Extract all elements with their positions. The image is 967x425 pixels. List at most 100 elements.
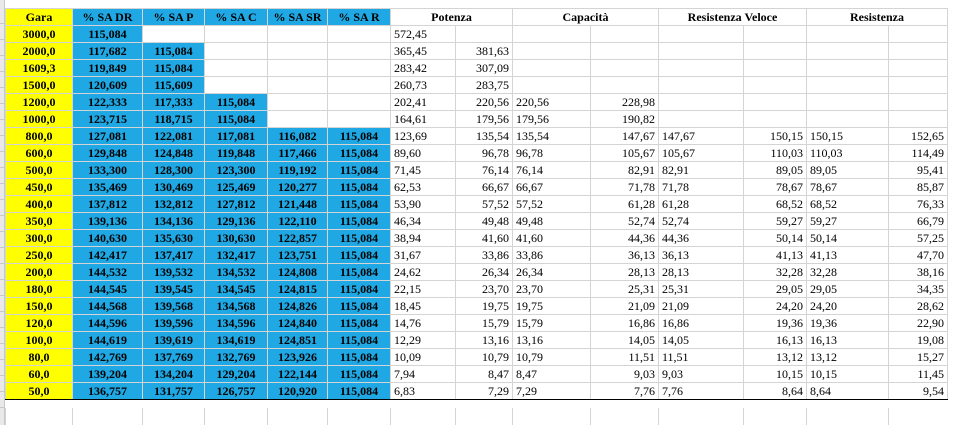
resistenza-a-cell[interactable]: [806, 76, 889, 94]
row-header-strip[interactable]: [0, 0, 5, 425]
capacita-b-cell[interactable]: 16,86: [590, 314, 659, 332]
sa-dr-cell[interactable]: 122,333: [72, 93, 143, 111]
capacita-b-cell[interactable]: 21,09: [590, 297, 659, 315]
res-veloce-b-cell[interactable]: [743, 110, 807, 128]
res-veloce-b-cell[interactable]: 110,03: [743, 144, 807, 162]
sa-r-cell[interactable]: 115,084: [327, 127, 391, 145]
sa-c-cell[interactable]: 134,568: [204, 297, 268, 315]
sa-r-cell[interactable]: 115,084: [327, 331, 391, 349]
resistenza-b-cell[interactable]: 11,45: [888, 365, 948, 383]
resistenza-b-cell[interactable]: 66,79: [888, 212, 948, 230]
potenza-b-cell[interactable]: 23,70: [455, 280, 513, 298]
capacita-b-cell[interactable]: [590, 42, 659, 60]
sa-p-cell[interactable]: 139,545: [142, 280, 205, 298]
potenza-a-cell[interactable]: 22,15: [390, 280, 456, 298]
sa-r-cell[interactable]: 115,084: [327, 297, 391, 315]
sa-dr-cell[interactable]: 144,545: [72, 280, 143, 298]
sa-sr-cell[interactable]: 122,110: [267, 212, 328, 230]
potenza-b-cell[interactable]: 26,34: [455, 263, 513, 281]
gara-cell[interactable]: 100,0: [5, 331, 73, 349]
sa-c-cell[interactable]: 115,084: [204, 93, 268, 111]
potenza-a-cell[interactable]: 260,73: [390, 76, 456, 94]
header-potenza[interactable]: Potenza: [390, 8, 513, 26]
potenza-b-cell[interactable]: 220,56: [455, 93, 513, 111]
res-veloce-b-cell[interactable]: 19,36: [743, 314, 807, 332]
res-veloce-a-cell[interactable]: 28,13: [658, 263, 744, 281]
capacita-a-cell[interactable]: 49,48: [512, 212, 591, 230]
resistenza-b-cell[interactable]: 22,90: [888, 314, 948, 332]
capacita-a-cell[interactable]: 26,34: [512, 263, 591, 281]
resistenza-b-cell[interactable]: 76,33: [888, 195, 948, 213]
resistenza-b-cell[interactable]: 47,70: [888, 246, 948, 264]
res-veloce-b-cell[interactable]: 59,27: [743, 212, 807, 230]
res-veloce-b-cell[interactable]: 41,13: [743, 246, 807, 264]
gara-cell[interactable]: 150,0: [5, 297, 73, 315]
sa-r-cell[interactable]: 115,084: [327, 229, 391, 247]
potenza-a-cell[interactable]: 6,83: [390, 382, 456, 400]
sa-c-cell[interactable]: 130,630: [204, 229, 268, 247]
resistenza-b-cell[interactable]: 38,16: [888, 263, 948, 281]
potenza-b-cell[interactable]: [455, 25, 513, 43]
potenza-b-cell[interactable]: 8,47: [455, 365, 513, 383]
resistenza-b-cell[interactable]: [888, 59, 948, 77]
sa-p-cell[interactable]: 139,619: [142, 331, 205, 349]
resistenza-b-cell[interactable]: [888, 42, 948, 60]
res-veloce-a-cell[interactable]: 71,78: [658, 178, 744, 196]
capacita-a-cell[interactable]: 66,67: [512, 178, 591, 196]
resistenza-a-cell[interactable]: [806, 93, 889, 111]
potenza-b-cell[interactable]: 283,75: [455, 76, 513, 94]
sa-r-cell[interactable]: 115,084: [327, 382, 391, 400]
resistenza-b-cell[interactable]: 85,87: [888, 178, 948, 196]
res-veloce-b-cell[interactable]: 78,67: [743, 178, 807, 196]
potenza-a-cell[interactable]: 202,41: [390, 93, 456, 111]
res-veloce-b-cell[interactable]: [743, 42, 807, 60]
resistenza-a-cell[interactable]: 19,36: [806, 314, 889, 332]
potenza-a-cell[interactable]: 123,69: [390, 127, 456, 145]
res-veloce-b-cell[interactable]: [743, 59, 807, 77]
potenza-b-cell[interactable]: 381,63: [455, 42, 513, 60]
potenza-b-cell[interactable]: 41,60: [455, 229, 513, 247]
sa-sr-cell[interactable]: 124,826: [267, 297, 328, 315]
res-veloce-a-cell[interactable]: 25,31: [658, 280, 744, 298]
header-sa-dr[interactable]: % SA DR: [72, 8, 143, 26]
potenza-b-cell[interactable]: 307,09: [455, 59, 513, 77]
sa-sr-cell[interactable]: [267, 42, 328, 60]
res-veloce-a-cell[interactable]: [658, 42, 744, 60]
row-number[interactable]: [0, 72, 4, 88]
sa-dr-cell[interactable]: 129,848: [72, 144, 143, 162]
sa-r-cell[interactable]: [327, 76, 391, 94]
gara-cell[interactable]: 80,0: [5, 348, 73, 366]
sa-r-cell[interactable]: 115,084: [327, 365, 391, 383]
capacita-a-cell[interactable]: 220,56: [512, 93, 591, 111]
capacita-a-cell[interactable]: 76,14: [512, 161, 591, 179]
sa-c-cell[interactable]: [204, 59, 268, 77]
sa-sr-cell[interactable]: 117,466: [267, 144, 328, 162]
capacita-b-cell[interactable]: 190,82: [590, 110, 659, 128]
sa-r-cell[interactable]: 115,084: [327, 195, 391, 213]
capacita-a-cell[interactable]: [512, 25, 591, 43]
sa-r-cell[interactable]: 115,084: [327, 178, 391, 196]
header-capacita[interactable]: Capacità: [512, 8, 659, 26]
gara-cell[interactable]: 250,0: [5, 246, 73, 264]
row-number[interactable]: [0, 88, 4, 104]
sa-dr-cell[interactable]: 127,081: [72, 127, 143, 145]
res-veloce-a-cell[interactable]: 36,13: [658, 246, 744, 264]
capacita-b-cell[interactable]: 228,98: [590, 93, 659, 111]
resistenza-b-cell[interactable]: 28,62: [888, 297, 948, 315]
sa-sr-cell[interactable]: [267, 110, 328, 128]
row-number[interactable]: [0, 296, 4, 312]
potenza-a-cell[interactable]: 24,62: [390, 263, 456, 281]
header-sa-r[interactable]: % SA R: [327, 8, 391, 26]
capacita-a-cell[interactable]: 10,79: [512, 348, 591, 366]
row-number[interactable]: [0, 120, 4, 136]
res-veloce-b-cell[interactable]: 89,05: [743, 161, 807, 179]
header-resistenza[interactable]: Resistenza: [806, 8, 948, 26]
res-veloce-b-cell[interactable]: 8,64: [743, 382, 807, 400]
res-veloce-a-cell[interactable]: 52,74: [658, 212, 744, 230]
header-sa-sr[interactable]: % SA SR: [267, 8, 328, 26]
gara-cell[interactable]: 800,0: [5, 127, 73, 145]
row-number[interactable]: [0, 8, 4, 24]
sa-r-cell[interactable]: 115,084: [327, 348, 391, 366]
sa-p-cell[interactable]: 117,333: [142, 93, 205, 111]
gara-cell[interactable]: 600,0: [5, 144, 73, 162]
